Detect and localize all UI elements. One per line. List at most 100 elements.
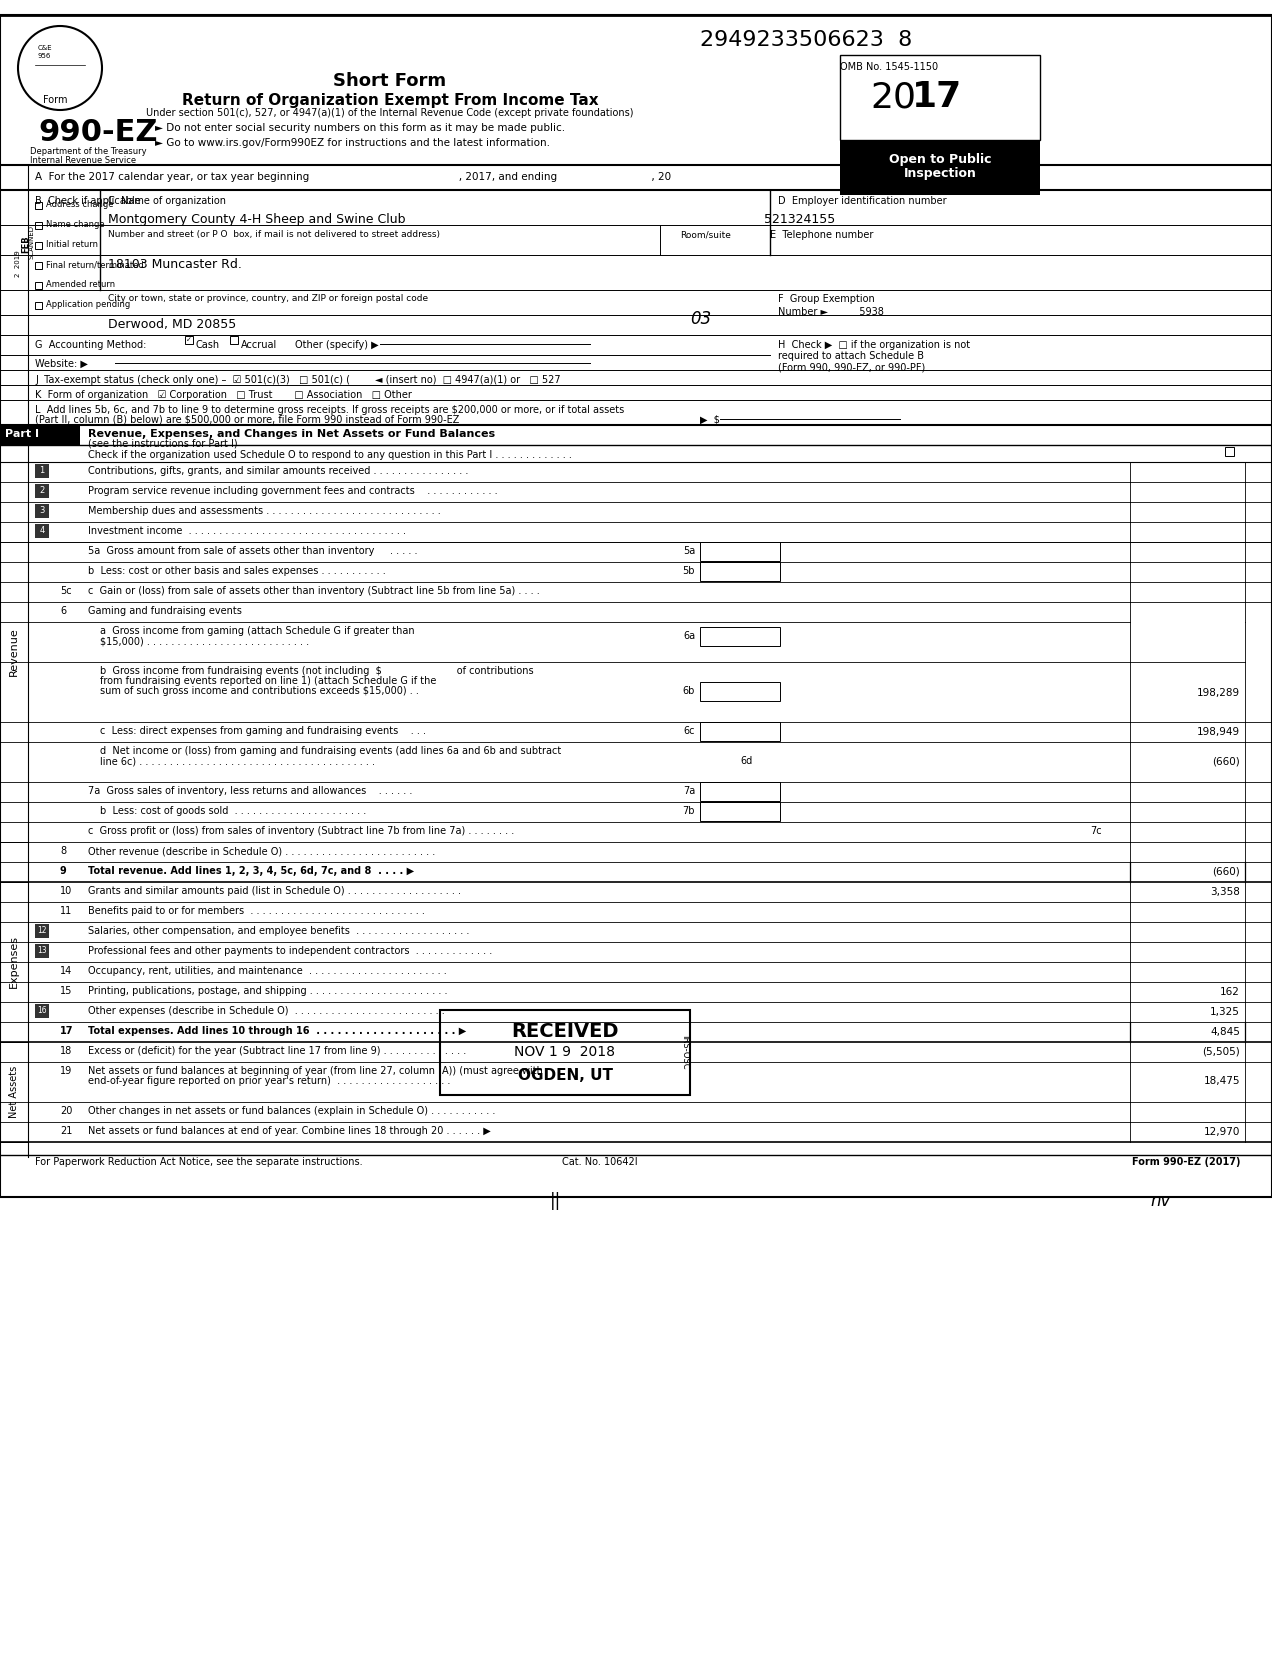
Bar	[36, 944, 50, 959]
Bar	[184, 336, 193, 344]
Text: nv: nv	[1150, 1192, 1170, 1210]
Text: K  Form of organization   ☑ Corporation   □ Trust       □ Association   □ Other: K Form of organization ☑ Corporation □ T…	[36, 390, 412, 400]
Text: 17: 17	[912, 79, 962, 114]
Text: d  Net income or (loss) from gaming and fundraising events (add lines 6a and 6b : d Net income or (loss) from gaming and f…	[100, 746, 561, 755]
Text: City or town, state or province, country, and ZIP or foreign postal code: City or town, state or province, country…	[108, 294, 429, 302]
Bar	[700, 626, 780, 646]
Text: Membership dues and assessments . . . . . . . . . . . . . . . . . . . . . . . . : Membership dues and assessments . . . . …	[88, 506, 441, 516]
Text: Other (specify) ▶: Other (specify) ▶	[295, 341, 379, 350]
Text: Open to Public: Open to Public	[889, 154, 991, 165]
Text: Short Form: Short Form	[333, 73, 446, 89]
Text: 18103 Muncaster Rd.: 18103 Muncaster Rd.	[108, 258, 242, 271]
Bar	[0, 461, 28, 841]
Bar	[36, 241, 42, 250]
Bar	[36, 202, 42, 208]
Text: 1,325: 1,325	[1210, 1007, 1240, 1017]
Text: 5a: 5a	[683, 545, 695, 555]
Text: 198,949: 198,949	[1197, 727, 1240, 737]
Text: Printing, publications, postage, and shipping . . . . . . . . . . . . . . . . . : Printing, publications, postage, and shi…	[88, 985, 448, 997]
Text: Expenses: Expenses	[9, 936, 19, 988]
Text: ||: ||	[550, 1192, 561, 1210]
Text: 10: 10	[60, 886, 73, 896]
Text: c  Less: direct expenses from gaming and fundraising events    . . .: c Less: direct expenses from gaming and …	[100, 726, 426, 736]
Text: 2949233506623  8: 2949233506623 8	[700, 30, 912, 50]
Bar	[700, 562, 780, 580]
Bar	[700, 722, 780, 741]
Text: Form 990-EZ (2017): Form 990-EZ (2017)	[1132, 1157, 1240, 1167]
Text: 21: 21	[60, 1126, 73, 1136]
Text: 6d: 6d	[740, 755, 752, 765]
Bar	[700, 802, 780, 822]
Text: 4: 4	[39, 526, 45, 536]
Text: Investment income  . . . . . . . . . . . . . . . . . . . . . . . . . . . . . . .: Investment income . . . . . . . . . . . …	[88, 526, 406, 536]
Text: 11: 11	[60, 906, 73, 916]
Text: 6a: 6a	[683, 631, 695, 641]
Text: 8: 8	[60, 846, 66, 856]
Text: from fundraising events reported on line 1) (attach Schedule G if the: from fundraising events reported on line…	[100, 676, 436, 686]
Text: Initial return: Initial return	[46, 240, 98, 250]
Text: 2  2019: 2 2019	[15, 250, 22, 276]
Text: Return of Organization Exempt From Income Tax: Return of Organization Exempt From Incom…	[182, 93, 598, 107]
Text: A  For the 2017 calendar year, or tax year beginning                            : A For the 2017 calendar year, or tax yea…	[36, 172, 672, 182]
Text: Final return/terminated: Final return/terminated	[46, 260, 144, 269]
Text: 2: 2	[39, 486, 45, 494]
Text: 03: 03	[689, 311, 711, 327]
Text: 7a: 7a	[683, 785, 695, 797]
Text: 15: 15	[60, 985, 73, 997]
Text: 20: 20	[870, 79, 916, 114]
Text: Contributions, gifts, grants, and similar amounts received . . . . . . . . . . .: Contributions, gifts, grants, and simila…	[88, 466, 468, 476]
Text: B  Check if applicable: B Check if applicable	[36, 197, 141, 207]
Text: OMB No. 1545-1150: OMB No. 1545-1150	[840, 63, 939, 73]
Text: c  Gain or (loss) from sale of assets other than inventory (Subtract line 5b fro: c Gain or (loss) from sale of assets oth…	[88, 587, 539, 597]
Text: Cash: Cash	[196, 341, 220, 350]
Text: Other revenue (describe in Schedule O) . . . . . . . . . . . . . . . . . . . . .: Other revenue (describe in Schedule O) .…	[88, 846, 435, 856]
Text: (5,505): (5,505)	[1202, 1046, 1240, 1056]
Bar	[36, 222, 42, 230]
Text: Internal Revenue Service: Internal Revenue Service	[31, 155, 136, 165]
Bar	[0, 425, 80, 445]
Text: RECEIVED: RECEIVED	[511, 1022, 618, 1041]
Bar	[1225, 446, 1234, 456]
Text: 12: 12	[37, 926, 47, 936]
Bar	[0, 165, 1272, 190]
Text: Derwood, MD 20855: Derwood, MD 20855	[108, 317, 237, 331]
Text: Amended return: Amended return	[46, 279, 116, 289]
Text: Form: Form	[43, 94, 67, 106]
Text: C  Name of organization: C Name of organization	[108, 197, 226, 207]
Text: line 6c) . . . . . . . . . . . . . . . . . . . . . . . . . . . . . . . . . . . .: line 6c) . . . . . . . . . . . . . . . .…	[100, 755, 375, 765]
Text: 162: 162	[1220, 987, 1240, 997]
Text: Total expenses. Add lines 10 through 16  . . . . . . . . . . . . . . . . . . . .: Total expenses. Add lines 10 through 16 …	[88, 1027, 467, 1036]
Text: 17: 17	[60, 1027, 74, 1036]
Text: 198,289: 198,289	[1197, 688, 1240, 698]
Text: ► Do not enter social security numbers on this form as it may be made public.: ► Do not enter social security numbers o…	[155, 122, 565, 132]
Text: 16: 16	[37, 1007, 47, 1015]
Text: 14: 14	[60, 965, 73, 975]
Text: Occupancy, rent, utilities, and maintenance  . . . . . . . . . . . . . . . . . .: Occupancy, rent, utilities, and maintena…	[88, 965, 446, 975]
Text: For Paperwork Reduction Act Notice, see the separate instructions.: For Paperwork Reduction Act Notice, see …	[36, 1157, 363, 1167]
Bar	[36, 283, 42, 289]
Text: 20: 20	[60, 1106, 73, 1116]
Text: Number ►          5938: Number ► 5938	[778, 307, 884, 317]
Bar	[840, 55, 1040, 141]
Text: 6b: 6b	[683, 686, 695, 696]
Text: Montgomery County 4-H Sheep and Swine Club: Montgomery County 4-H Sheep and Swine Cl…	[108, 213, 406, 226]
Bar	[230, 336, 238, 344]
Text: IRS-OSC: IRS-OSC	[681, 1035, 689, 1069]
Text: NOV 1 9  2018: NOV 1 9 2018	[514, 1045, 616, 1060]
Text: Other expenses (describe in Schedule O)  . . . . . . . . . . . . . . . . . . . .: Other expenses (describe in Schedule O) …	[88, 1007, 445, 1017]
Text: ► Go to www.irs.gov/Form990EZ for instructions and the latest information.: ► Go to www.irs.gov/Form990EZ for instru…	[155, 137, 550, 149]
Text: 9: 9	[60, 866, 66, 876]
Text: 521324155: 521324155	[764, 213, 836, 226]
Bar	[36, 504, 50, 517]
Text: Program service revenue including government fees and contracts    . . . . . . .: Program service revenue including govern…	[88, 486, 497, 496]
Text: 3: 3	[39, 506, 45, 516]
Text: 990-EZ: 990-EZ	[38, 117, 158, 147]
Text: 18: 18	[60, 1046, 73, 1056]
Bar	[700, 683, 780, 701]
Bar	[700, 782, 780, 802]
Text: SCANNED: SCANNED	[28, 225, 34, 260]
Text: a  Gross income from gaming (attach Schedule G if greater than: a Gross income from gaming (attach Sched…	[100, 626, 415, 636]
Text: Professional fees and other payments to independent contractors  . . . . . . . .: Professional fees and other payments to …	[88, 946, 492, 955]
Text: Name change: Name change	[46, 220, 104, 230]
Text: Total revenue. Add lines 1, 2, 3, 4, 5c, 6d, 7c, and 8  . . . . ▶: Total revenue. Add lines 1, 2, 3, 4, 5c,…	[88, 866, 415, 876]
